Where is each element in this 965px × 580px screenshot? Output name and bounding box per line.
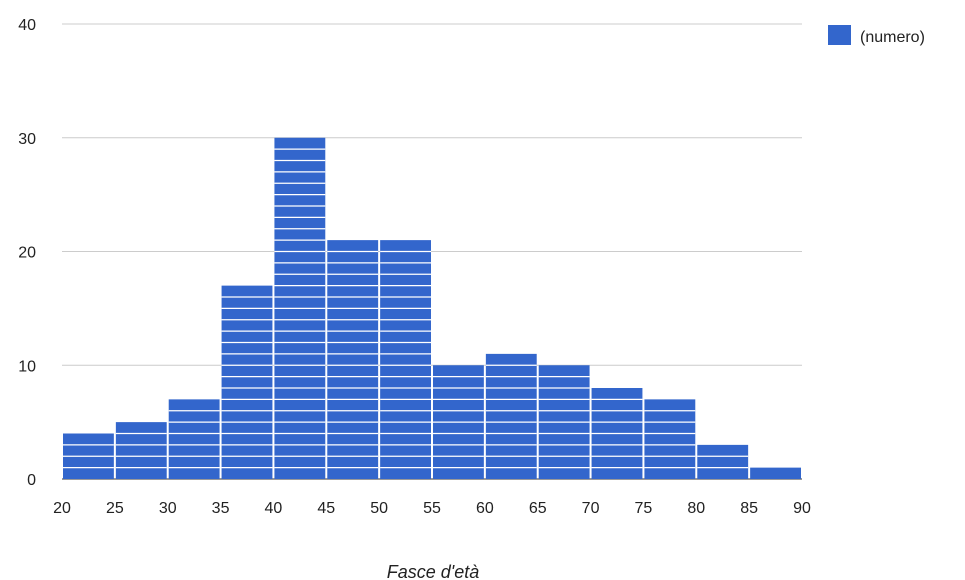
x-tick-label: 55 [423,500,441,517]
x-tick-label: 20 [53,500,71,517]
y-tick-label: 10 [18,358,36,375]
bar-fill [221,285,273,479]
x-tick-label: 70 [582,500,600,517]
legend-label: (numero) [860,29,925,46]
x-tick-label: 30 [159,500,177,517]
x-tick-label: 50 [370,500,388,517]
legend: (numero) [828,25,925,46]
x-tick-label: 75 [635,500,653,517]
histogram-bar [380,240,431,479]
y-tick-label: 0 [27,472,36,489]
y-tick-label: 20 [18,245,36,262]
x-tick-label: 65 [529,500,547,517]
x-tick-label: 85 [740,500,758,517]
y-tick-label: 40 [18,17,36,34]
x-axis-label: Fasce d'età [387,562,480,580]
histogram-bar [274,137,326,479]
bar-fill [750,467,801,479]
histogram-bar [168,399,220,479]
bar-fill [327,240,379,479]
bar-fill [115,422,167,479]
histogram-bar [485,353,537,479]
histogram-bar [538,365,590,479]
bar-fill [168,399,220,479]
x-tick-label: 40 [265,500,283,517]
histogram-bar [63,433,114,479]
bar-fill [380,240,431,479]
histogram-bar [327,240,379,479]
x-tick-label: 25 [106,500,124,517]
y-axis-ticks: 0 10 20 30 40 [18,17,36,489]
histogram-bar [433,365,484,479]
x-axis-ticks: 20 25 30 35 40 45 50 55 60 65 70 75 80 85 90 [53,500,811,517]
legend-swatch [828,25,851,45]
histogram-bar [750,467,801,479]
y-tick-label: 30 [18,131,36,148]
x-tick-label: 90 [793,500,811,517]
bar-fill [697,444,749,479]
histogram-bar [115,422,167,479]
histogram-bar [221,285,273,479]
bar-fill [644,399,696,479]
histogram-bar [644,399,696,479]
histogram-bar [697,444,749,479]
bar-fill [485,353,537,479]
x-tick-label: 80 [687,500,705,517]
x-tick-label: 60 [476,500,494,517]
bars [63,137,801,479]
x-tick-label: 45 [317,500,335,517]
x-tick-label: 35 [212,500,230,517]
histogram-bar [591,388,643,479]
